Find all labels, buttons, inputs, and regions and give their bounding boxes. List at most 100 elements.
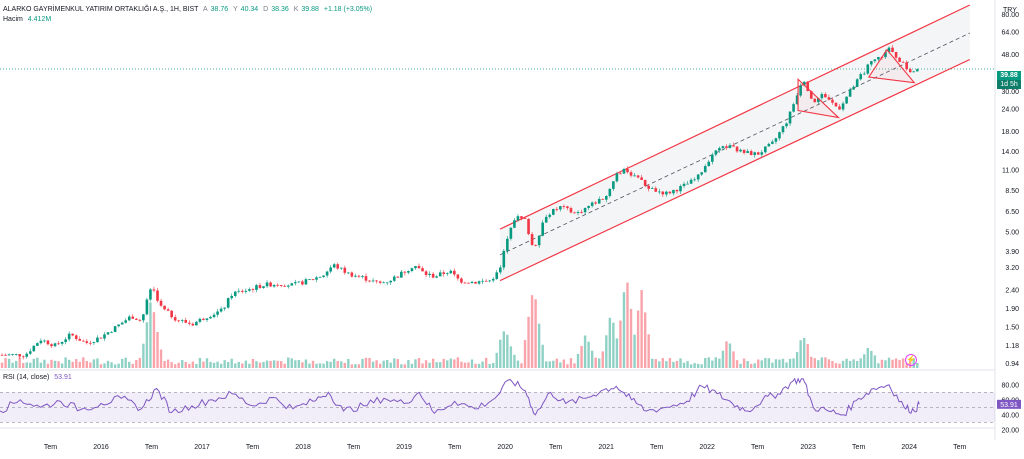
volume-bar (651, 358, 654, 368)
candle-body (364, 276, 368, 281)
volume-bar (629, 308, 633, 368)
price-tick-label: 1.18 (1005, 343, 1019, 350)
volume-bar (60, 363, 64, 368)
volume-bar (389, 362, 392, 368)
candle-body (456, 274, 460, 279)
candle-body (149, 289, 152, 300)
candle-body (629, 172, 633, 176)
candle-body (233, 291, 237, 296)
candle-body (541, 222, 544, 236)
volume-bar (219, 363, 223, 368)
candle-body (184, 319, 188, 323)
volume-bar (0, 362, 4, 368)
candle-body (410, 268, 414, 272)
volume-bar (43, 359, 46, 368)
candle-body (304, 279, 308, 285)
volume-bar (509, 346, 513, 368)
volume-bar (813, 358, 816, 368)
candle-body (120, 322, 124, 325)
volume-bar (661, 358, 665, 368)
volume-bar (393, 358, 396, 368)
candle-body (343, 267, 347, 273)
candle-body (795, 95, 799, 105)
volume-bar (576, 353, 580, 368)
volume-bar (92, 359, 96, 368)
volume-bar (36, 357, 39, 368)
volume-bar (325, 361, 329, 368)
volume-bar (456, 357, 460, 368)
channel-mid-line (499, 32, 970, 256)
candle-body (216, 311, 219, 315)
time-tick-label: Tem (246, 444, 259, 451)
candle-body (604, 196, 608, 200)
volume-bar (251, 358, 255, 368)
volume-bar (50, 359, 53, 368)
candle-body (248, 289, 251, 291)
candle-body (693, 179, 696, 181)
volume-bar (152, 312, 156, 368)
volume-bar (449, 358, 453, 368)
candle-body (661, 191, 665, 195)
volume-bar (647, 334, 650, 368)
volume-bar (587, 341, 590, 368)
price-tick-label: 5.00 (1005, 230, 1019, 237)
volume-bar (668, 358, 672, 368)
volume-bar (499, 339, 502, 368)
volume-bar (764, 357, 767, 368)
price-tick-label: 48.00 (1001, 52, 1019, 59)
candle-body (590, 202, 594, 206)
candle-body (209, 317, 212, 319)
candle-body (898, 57, 901, 62)
candle-body (205, 318, 209, 320)
candle-body (884, 51, 887, 58)
candle-body (523, 218, 527, 220)
volume-bar (771, 362, 774, 368)
volume-bar (640, 290, 643, 368)
candle-body (834, 102, 838, 107)
volume-bar (573, 363, 576, 368)
candle-body (477, 281, 481, 284)
volume-bar (142, 343, 145, 368)
volume-bar (336, 361, 339, 368)
candle-body (283, 285, 287, 287)
time-tick-label: 2017 (194, 444, 210, 451)
time-tick-label: Tem (448, 444, 461, 451)
volume-bar (212, 362, 216, 368)
candle-body (396, 276, 400, 278)
candle-body (265, 282, 269, 287)
volume-bar (181, 360, 184, 368)
candle-body (781, 126, 785, 133)
candle-body (315, 277, 318, 280)
volume-bar (746, 361, 749, 368)
volume-bar (71, 361, 74, 368)
volume-bar (838, 363, 841, 368)
price-tick-label: 0.94 (1005, 361, 1019, 368)
time-tick-label: Tem (347, 444, 360, 451)
candle-body (626, 168, 629, 173)
volume-bar (216, 361, 219, 368)
volume-bar (103, 363, 106, 368)
volume-bar (615, 338, 619, 368)
volume-bar (4, 358, 7, 368)
candle-body (732, 145, 735, 147)
volume-bar (396, 359, 400, 368)
candle-body (14, 354, 18, 355)
candle-body (633, 175, 636, 177)
price-tick-label: 64.00 (1001, 29, 1019, 36)
candle-body (96, 337, 99, 343)
candle-body (269, 282, 272, 287)
volume-bar (25, 362, 28, 368)
candle-body (400, 271, 403, 278)
alert-bolt-icon[interactable]: ⚡ (905, 354, 917, 366)
candle-body (392, 276, 396, 281)
candle-body (361, 276, 364, 277)
candle-body (329, 267, 332, 272)
volume-bar (410, 363, 414, 368)
candle-body (636, 175, 640, 178)
candle-body (308, 279, 311, 280)
volume-bar (308, 363, 311, 368)
candle-body (665, 191, 668, 195)
candle-body (325, 271, 329, 276)
